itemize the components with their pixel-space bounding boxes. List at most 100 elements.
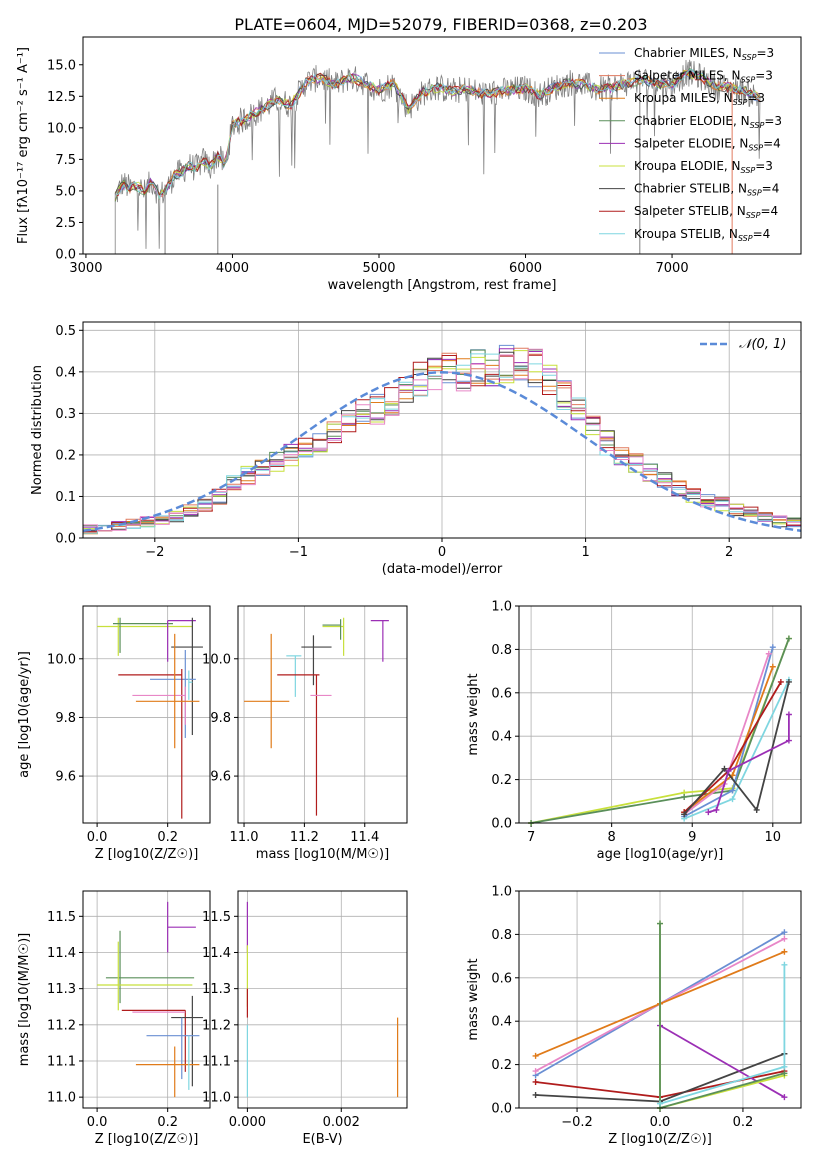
y-tick-label: 11.3 [47, 982, 76, 997]
y-tick-label: 10.0 [47, 652, 76, 667]
y-tick-label: 12.5 [47, 90, 76, 105]
axes-frame [82, 605, 211, 824]
y-tick-label: 2.5 [55, 216, 76, 231]
plus-marker [729, 796, 736, 803]
plus-marker [785, 678, 792, 685]
y-tick-label: 9.6 [210, 770, 231, 785]
plus-marker [532, 1078, 539, 1085]
plus-marker [781, 935, 788, 942]
plus-marker [785, 711, 792, 718]
x-tick-label: 11.4 [350, 830, 379, 845]
plus-marker [532, 1091, 539, 1098]
axes-frame [237, 890, 408, 1109]
y-tick-label: 1.0 [491, 885, 512, 900]
x-tick-label: 0.0 [87, 830, 108, 845]
x-tick-label: −2 [145, 545, 164, 560]
x-tick-label: 2 [725, 545, 733, 560]
x-tick-label: 0.002 [323, 1115, 360, 1130]
y-tick-label: 0.4 [55, 365, 76, 380]
plus-marker [713, 806, 720, 813]
x-tick-label: 0.000 [229, 1115, 266, 1130]
y-tick-label: 10.0 [202, 652, 231, 667]
x-tick-label: 6000 [509, 261, 542, 276]
y-tick-label: 9.6 [55, 770, 76, 785]
axes-frame [82, 321, 802, 539]
legend-label: Kroupa MILES, NSSP=3 [634, 91, 765, 107]
legend-label: Salpeter ELODIE, NSSP=4 [634, 136, 781, 152]
axes-frame [82, 36, 802, 255]
x-axis-label: (data-model)/error [382, 562, 503, 577]
plus-marker [781, 929, 788, 936]
x-axis-label: mass [log10(M/M☉)] [256, 847, 389, 862]
legend-label: Chabrier ELODIE, NSSP=3 [634, 114, 782, 130]
y-tick-label: 0.0 [55, 248, 76, 263]
y-tick-label: 11.0 [47, 1091, 76, 1106]
figure-title: PLATE=0604, MJD=52079, FIBERID=0368, z=0… [234, 15, 647, 34]
chart-age-vs-Z: 0.0 0.2 9.6 9.8 10.0 Z [log10(Z/Z☉)] age [log1… [17, 605, 211, 862]
plus-marker [725, 767, 732, 774]
chart-mass-vs-Z: 0.0 0.2 11.0 11.1 11.2 11.3 11.4 11.5 Z [log10(Z… [17, 890, 211, 1147]
y-tick-label: 11.4 [47, 946, 76, 961]
y-tick-label: 0.8 [491, 643, 512, 658]
legend-label: Salpeter MILES, NSSP=3 [634, 69, 773, 85]
x-tick-label: −0.2 [561, 1115, 593, 1130]
y-tick-label: 9.8 [210, 711, 231, 726]
plus-marker [721, 765, 728, 772]
x-axis-label: Z [log10(Z/Z☉)] [608, 1132, 712, 1147]
y-tick-label: 0.8 [491, 928, 512, 943]
plus-marker [753, 806, 760, 813]
x-tick-label: 1 [581, 545, 589, 560]
plus-marker [532, 1052, 539, 1059]
legend-label: Chabrier MILES, NSSP=3 [634, 46, 774, 62]
y-tick-label: 9.8 [55, 711, 76, 726]
y-tick-label: 5.0 [55, 184, 76, 199]
x-tick-label: 8 [608, 830, 616, 845]
legend-label: 𝒩(0, 1) [739, 337, 786, 352]
axes-frame [237, 605, 408, 824]
plus-marker [657, 1100, 663, 1107]
y-tick-label: 0.5 [55, 324, 76, 339]
y-tick-label: 7.5 [55, 153, 76, 168]
chart-residuals: −2 −1 0 1 2 0.0 0.1 0.2 0.3 0.4 0.5 𝒩(0, 1) (data-mo… [30, 321, 802, 577]
plus-marker [705, 809, 712, 816]
plus-marker [769, 663, 776, 670]
x-tick-label: 5000 [362, 261, 395, 276]
chart-mass-vs-ebv: 0.000 0.002 11.0 11.1 11.2 11.3 11.4 11.5 E(B-V) [202, 890, 408, 1147]
data-spectrum-line [114, 59, 761, 254]
chart-spectrum: 3000 4000 5000 6000 7000 0.0 2.5 5.0 7.5 10.0 12.5… [16, 36, 802, 293]
legend-label: Kroupa STELIB, NSSP=4 [634, 227, 770, 243]
y-axis-label: Flux [fλ10⁻¹⁷ erg cm⁻² s⁻¹ A⁻¹] [16, 47, 31, 244]
legend-label: Kroupa ELODIE, NSSP=3 [634, 159, 773, 175]
x-axis-label: E(B-V) [302, 1132, 342, 1147]
plus-marker [657, 920, 663, 927]
y-tick-label: 0.3 [55, 407, 76, 422]
y-axis-label: Normed distribution [30, 365, 45, 495]
chart-age-vs-mass: 11.0 11.2 11.4 9.6 9.8 10.0 mass [log10(M/M☉)] [202, 605, 408, 862]
x-tick-label: 3000 [69, 261, 102, 276]
x-tick-label: 11.0 [230, 830, 259, 845]
y-tick-label: 10.0 [47, 121, 76, 136]
normal-curve [82, 371, 802, 532]
y-tick-label: 11.1 [202, 1054, 231, 1069]
plus-marker [781, 1063, 788, 1070]
y-tick-label: 0.0 [55, 532, 76, 547]
axes-frame [518, 890, 802, 1109]
x-tick-label: 0.0 [87, 1115, 108, 1130]
weight-line [683, 681, 790, 815]
y-tick-label: 11.0 [202, 1091, 231, 1106]
y-tick-label: 0.2 [55, 448, 76, 463]
plus-marker [781, 961, 788, 968]
legend-label: Salpeter STELIB, NSSP=4 [634, 204, 778, 220]
y-tick-label: 0.1 [55, 490, 76, 505]
y-tick-label: 0.4 [491, 1015, 512, 1030]
y-tick-label: 0.4 [491, 730, 512, 745]
x-tick-label: 0.2 [733, 1115, 754, 1130]
x-tick-label: 7000 [656, 261, 689, 276]
x-tick-label: 0.2 [157, 830, 178, 845]
x-axis-label: age [log10(age/yr)] [597, 847, 724, 862]
x-tick-label: 0 [438, 545, 446, 560]
plus-marker [765, 650, 772, 657]
legend-label: Chabrier STELIB, NSSP=4 [634, 182, 779, 198]
plus-marker [781, 1070, 788, 1077]
